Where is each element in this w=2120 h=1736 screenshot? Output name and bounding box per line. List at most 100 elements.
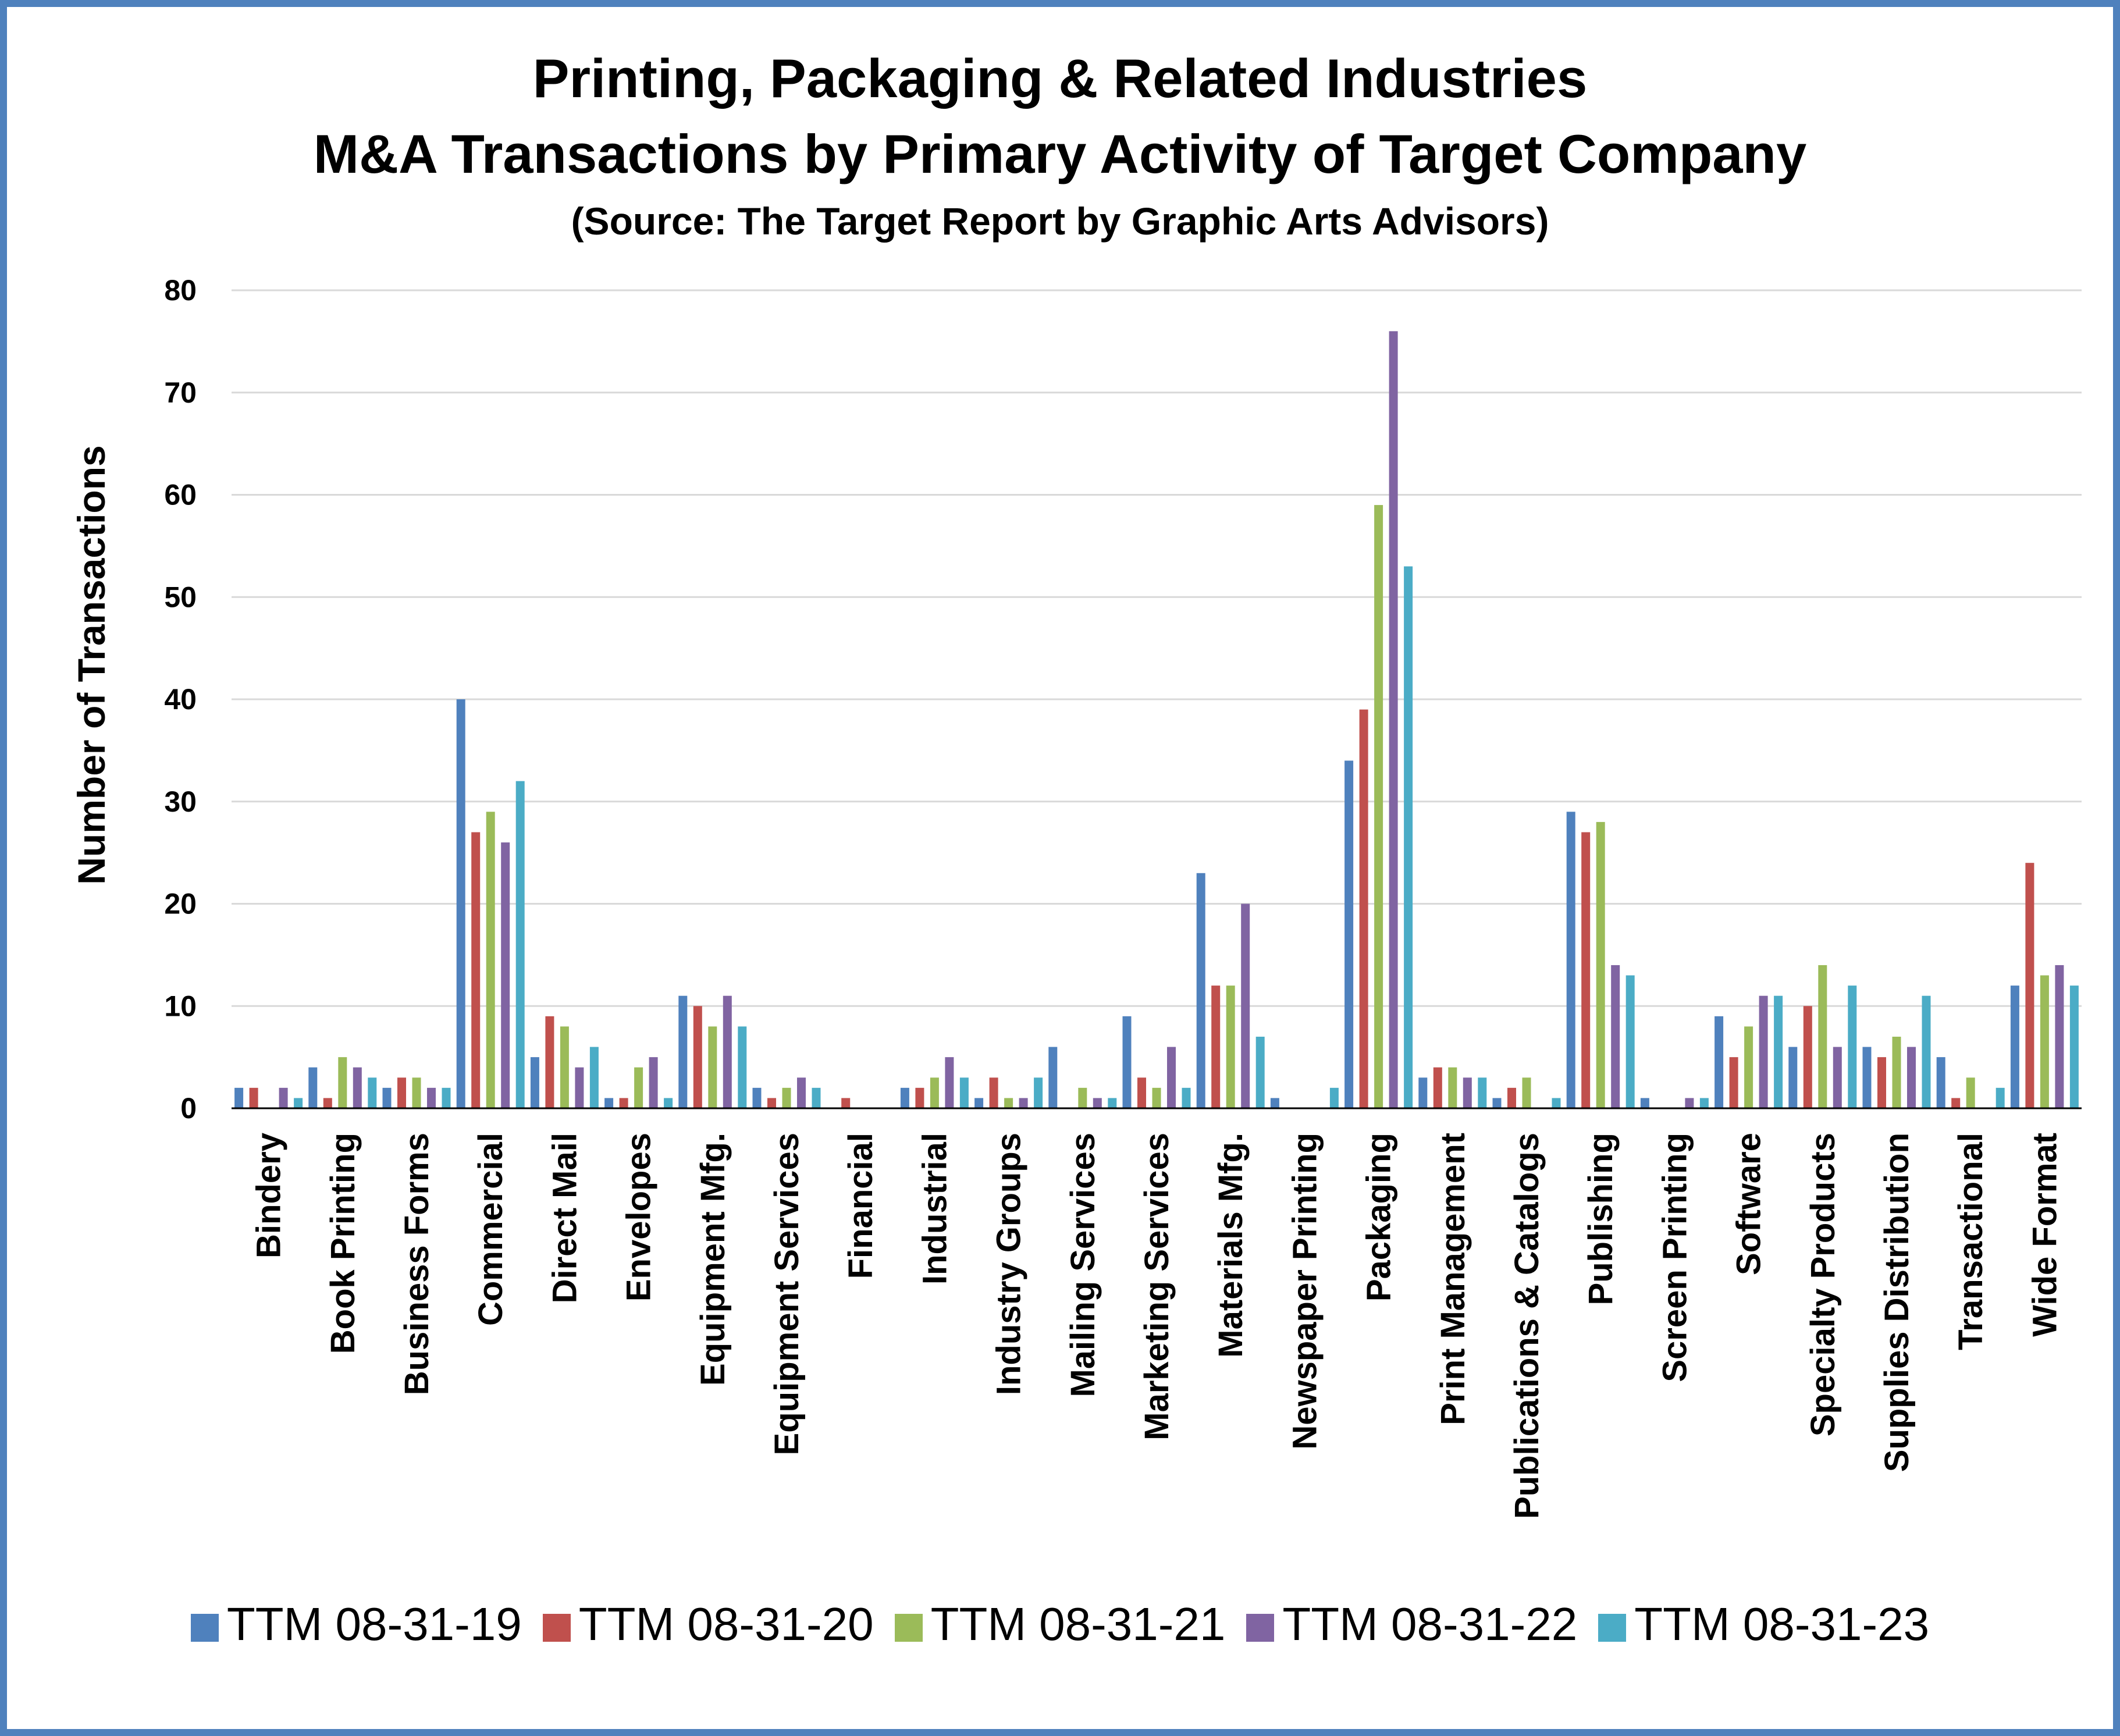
- x-category-label: Marketing Services: [1138, 1133, 1176, 1440]
- legend-swatch: [1598, 1613, 1627, 1642]
- legend-item: TTM 08-31-20: [542, 1598, 874, 1651]
- bar-5-4: [575, 1067, 584, 1108]
- bar-15-5: [1329, 1087, 1339, 1108]
- bar-16-4: [1389, 331, 1398, 1108]
- bar-24-1: [1936, 1057, 1945, 1108]
- bar-2-2: [323, 1098, 332, 1108]
- bar-10-1: [900, 1087, 909, 1108]
- bar-17-5: [1478, 1077, 1487, 1108]
- bar-4-4: [501, 842, 510, 1108]
- bar-6-4: [649, 1057, 658, 1108]
- bar-25-1: [2010, 986, 2019, 1108]
- bar-21-5: [1774, 995, 1783, 1108]
- x-category-label: Envelopes: [620, 1133, 658, 1301]
- x-category-label: Commercial: [472, 1133, 510, 1326]
- bar-14-4: [1241, 903, 1250, 1108]
- bar-23-5: [1922, 995, 1931, 1108]
- bar-22-3: [1818, 965, 1827, 1108]
- x-category-label: Bindery: [250, 1133, 288, 1258]
- x-category-label: Software: [1730, 1133, 1768, 1275]
- x-category-label: Transactional: [1952, 1133, 1990, 1350]
- bar-21-1: [1715, 1016, 1724, 1108]
- x-category-label: Newspaper Printing: [1286, 1133, 1324, 1450]
- bar-5-5: [589, 1047, 599, 1108]
- y-tick-label: 40: [164, 683, 197, 716]
- legend-label: TTM 08-31-23: [1634, 1598, 1930, 1650]
- bar-10-5: [959, 1077, 969, 1108]
- bar-18-2: [1507, 1087, 1516, 1108]
- x-category-label: Wide Format: [2026, 1133, 2064, 1337]
- legend-item: TTM 08-31-19: [190, 1598, 522, 1651]
- bar-6-5: [664, 1098, 673, 1108]
- bar-12-1: [1048, 1047, 1058, 1108]
- bar-22-1: [1788, 1047, 1798, 1108]
- bar-11-5: [1034, 1077, 1043, 1108]
- gridlines: [232, 289, 2082, 1007]
- bar-3-4: [427, 1087, 436, 1108]
- x-category-label: Publications & Catalogs: [1508, 1133, 1546, 1519]
- bar-13-1: [1122, 1016, 1132, 1108]
- bar-5-3: [560, 1026, 569, 1108]
- bar-12-3: [1078, 1087, 1087, 1108]
- bar-17-4: [1463, 1077, 1472, 1108]
- bar-24-2: [1951, 1098, 1961, 1108]
- bar-16-3: [1374, 505, 1383, 1109]
- bar-25-2: [2025, 863, 2034, 1108]
- bar-23-4: [1907, 1047, 1916, 1108]
- bar-23-2: [1877, 1057, 1886, 1108]
- bar-8-1: [752, 1087, 762, 1108]
- bar-25-3: [2040, 975, 2049, 1108]
- bar-11-1: [974, 1098, 984, 1108]
- bar-20-4: [1685, 1098, 1694, 1108]
- bar-14-1: [1196, 873, 1205, 1108]
- bar-13-3: [1152, 1087, 1161, 1108]
- bar-1-5: [294, 1098, 303, 1108]
- bar-21-3: [1744, 1026, 1753, 1108]
- x-category-label: Supplies Distribution: [1878, 1133, 1916, 1472]
- x-category-label: Materials Mfg.: [1212, 1133, 1250, 1358]
- bar-8-5: [812, 1087, 821, 1108]
- bar-3-1: [382, 1087, 392, 1108]
- x-category-label: Screen Printing: [1656, 1133, 1694, 1382]
- x-category-label: Equipment Mfg.: [694, 1133, 732, 1386]
- bar-2-5: [368, 1077, 377, 1108]
- bar-18-3: [1522, 1077, 1531, 1108]
- legend-swatch: [894, 1613, 923, 1642]
- bar-1-4: [279, 1087, 288, 1108]
- y-tick-label: 0: [180, 1092, 197, 1125]
- y-tick-label: 20: [164, 888, 197, 920]
- y-axis-ticks: 0 10 20 30 40 50 60 70 80: [164, 274, 197, 1125]
- x-category-label: Specialty Products: [1804, 1133, 1842, 1436]
- legend-label: TTM 08-31-20: [578, 1598, 874, 1650]
- y-tick-label: 50: [164, 581, 197, 613]
- bar-19-5: [1625, 975, 1635, 1108]
- bar-25-4: [2055, 965, 2064, 1108]
- bar-7-4: [723, 995, 732, 1108]
- bar-23-3: [1892, 1036, 1901, 1108]
- bar-12-4: [1093, 1098, 1102, 1108]
- chart-source: (Source: The Target Report by Graphic Ar…: [571, 200, 1549, 243]
- x-category-label: Industry Groups: [990, 1133, 1028, 1395]
- bar-20-1: [1640, 1098, 1649, 1108]
- chart-title: Printing, Packaging & Related Industries: [532, 48, 1588, 109]
- bar-13-4: [1167, 1047, 1176, 1108]
- bar-19-3: [1596, 821, 1605, 1108]
- bar-18-1: [1492, 1098, 1502, 1108]
- y-axis-label: Number of Transactions: [70, 445, 113, 885]
- bar-6-1: [604, 1098, 614, 1108]
- bar-19-2: [1581, 832, 1591, 1108]
- bar-11-2: [989, 1077, 998, 1108]
- bar-10-3: [930, 1077, 939, 1108]
- bar-7-5: [738, 1026, 747, 1108]
- bar-6-2: [619, 1098, 628, 1108]
- y-tick-label: 80: [164, 274, 197, 307]
- bar-25-5: [2069, 986, 2079, 1108]
- bar-20-5: [1699, 1098, 1709, 1108]
- bar-2-1: [308, 1067, 318, 1108]
- bar-12-5: [1108, 1098, 1117, 1108]
- bar-16-5: [1404, 566, 1413, 1108]
- legend-label: TTM 08-31-22: [1282, 1598, 1578, 1650]
- bar-15-1: [1270, 1098, 1279, 1108]
- bar-21-2: [1729, 1057, 1738, 1108]
